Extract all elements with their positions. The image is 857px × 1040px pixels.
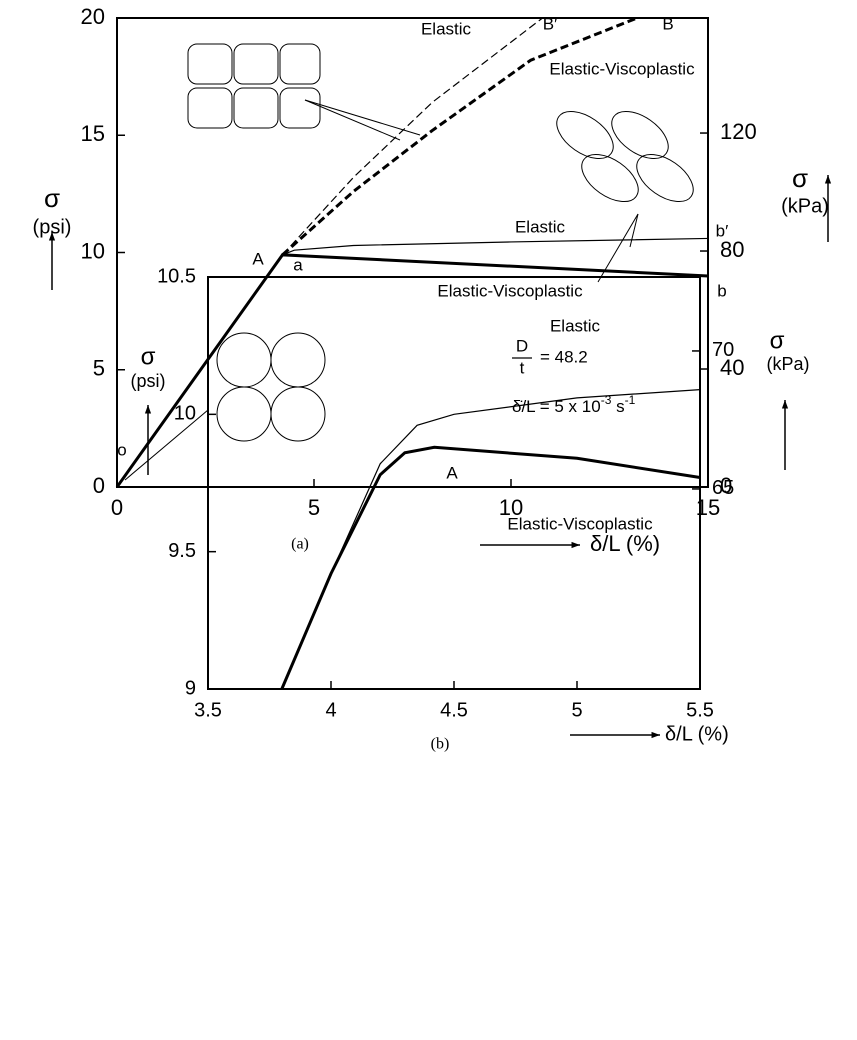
circle-cell	[217, 387, 271, 441]
leader-line	[305, 100, 400, 140]
y-axis-label: σ	[44, 183, 60, 213]
y2-axis-unit: (kPa)	[766, 354, 809, 374]
square-cell	[280, 88, 320, 128]
y-tick-label: 9	[185, 677, 196, 699]
y2-tick-label: 80	[720, 237, 744, 262]
point-label: b	[717, 281, 726, 300]
arrow-head	[652, 732, 660, 738]
parameter: δ̇/L = 5 x 10-3 s-1	[512, 393, 636, 416]
x-tick-label: 4.5	[440, 699, 468, 721]
series-label: Elastic	[421, 19, 472, 38]
arrow-head	[145, 405, 151, 413]
series-line	[282, 238, 708, 254]
y-tick-label: 10.5	[157, 265, 196, 287]
series-label: Elastic-Viscoplastic	[549, 59, 695, 78]
x-tick-label: 0	[111, 495, 123, 520]
leader-line	[630, 214, 638, 247]
arrow-head	[825, 175, 831, 183]
series-line	[282, 447, 700, 689]
circle-cell	[271, 333, 325, 387]
point-label: o	[117, 440, 126, 459]
square-cell	[234, 44, 278, 84]
series-label: Elastic	[550, 316, 601, 335]
parameter: D	[516, 336, 528, 355]
parameter-part: -1	[625, 393, 636, 407]
parameter: t	[520, 358, 525, 377]
series-line	[282, 18, 637, 255]
point-label: a	[293, 255, 303, 274]
x-tick-label: 4	[325, 699, 336, 721]
y-tick-label: 9.5	[168, 540, 196, 562]
point-label: A	[446, 463, 458, 482]
y-tick-label: 0	[93, 473, 105, 498]
series-label: Elastic-Viscoplastic	[507, 514, 653, 533]
y2-tick-label: 120	[720, 119, 757, 144]
caption: (b)	[431, 736, 450, 753]
square-cell	[188, 88, 232, 128]
y-axis-label: σ	[141, 343, 156, 370]
x-tick-label: 5.5	[686, 699, 714, 721]
arrow-head	[572, 542, 580, 548]
series-label: Elastic-Viscoplastic	[437, 281, 583, 300]
y2-tick-label: 70	[712, 339, 734, 361]
circle-cell	[271, 387, 325, 441]
y2-axis-unit: (kPa)	[781, 195, 829, 217]
x-axis-label: δ/L (%)	[590, 531, 660, 556]
square-cell	[234, 88, 278, 128]
parameter: = 48.2	[540, 347, 588, 366]
y-axis-unit: (psi)	[131, 371, 166, 391]
point-label: b′	[716, 221, 729, 240]
y2-axis-label: σ	[770, 327, 785, 354]
point-label: A	[252, 249, 264, 268]
point-label: B	[662, 14, 673, 33]
circle-cell	[217, 333, 271, 387]
y2-tick-label: 65	[712, 477, 734, 499]
x-tick-label: 3.5	[194, 699, 222, 721]
figure: 0510150510152004080120σ(psi)σ(kPa)δ/L (%…	[0, 0, 857, 1040]
x-tick-label: 5	[571, 699, 582, 721]
x-tick-label: 5	[308, 495, 320, 520]
point-label: B′	[543, 14, 558, 33]
x-axis-label: δ/L (%)	[665, 723, 729, 745]
parameter-part: s	[611, 397, 624, 416]
series-label: Elastic	[515, 217, 566, 236]
y-tick-label: 5	[93, 356, 105, 381]
y-tick-label: 20	[81, 4, 105, 29]
arrow-head	[782, 400, 788, 408]
y-tick-label: 10	[81, 238, 105, 263]
square-cell	[188, 44, 232, 84]
y-tick-label: 10	[174, 403, 196, 425]
caption: (a)	[291, 536, 309, 553]
square-cell	[280, 44, 320, 84]
y-tick-label: 15	[81, 121, 105, 146]
y2-axis-label: σ	[792, 163, 808, 193]
